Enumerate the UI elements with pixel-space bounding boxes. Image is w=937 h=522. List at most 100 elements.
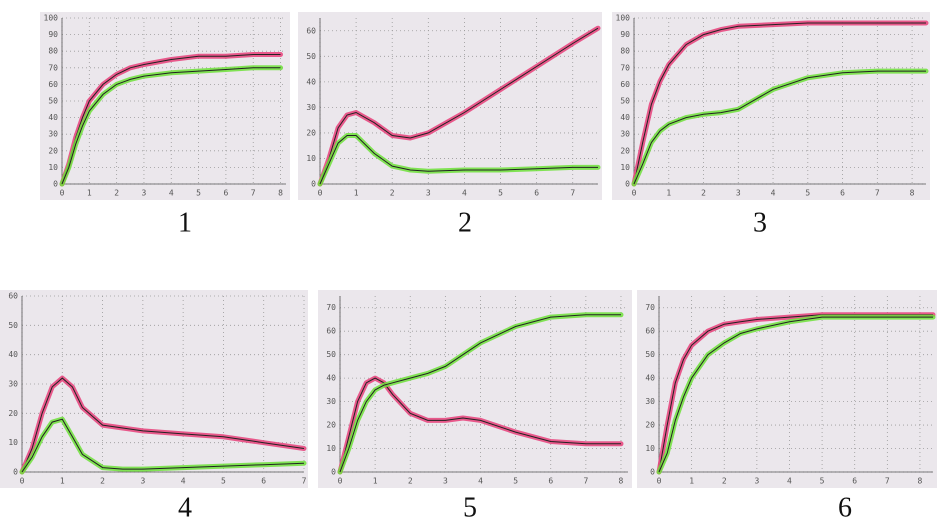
y-tick-label: 20 <box>306 128 316 137</box>
y-tick-label: 40 <box>326 374 336 383</box>
panel: 0 10 20 30 40 50 60 70 80 90 100 0 1 2 3 4 5 6 7 8 1 <box>40 12 290 238</box>
panel-background <box>0 290 308 488</box>
y-tick-label: 10 <box>620 163 630 172</box>
y-tick-label: 90 <box>620 30 630 39</box>
y-tick-label: 50 <box>620 97 630 106</box>
y-tick-label: 80 <box>48 47 58 56</box>
y-tick-label: 40 <box>306 77 316 86</box>
y-tick-label: 100 <box>616 14 631 23</box>
series-trace <box>633 70 926 185</box>
x-tick-label: 1 <box>60 477 65 486</box>
x-tick-label: 7 <box>875 189 880 198</box>
series-trace <box>21 377 305 473</box>
y-tick-label: 30 <box>620 130 630 139</box>
y-tick-label: 0 <box>13 468 18 477</box>
panel: 0 10 20 30 40 50 60 0 1 2 3 4 5 6 7 4 <box>0 290 308 522</box>
x-tick-label: 4 <box>181 477 186 486</box>
y-tick-label: 40 <box>48 113 58 122</box>
x-tick-label: 1 <box>354 189 359 198</box>
panel-caption: 5 <box>463 492 477 522</box>
y-tick-label: 40 <box>645 374 655 383</box>
series-trace <box>319 135 598 185</box>
x-tick-label: 7 <box>583 477 588 486</box>
x-tick-label: 6 <box>534 189 539 198</box>
x-tick-label: 1 <box>666 189 671 198</box>
y-tick-label: 70 <box>620 63 630 72</box>
y-tick-label: 20 <box>48 146 58 155</box>
x-tick-label: 2 <box>390 189 395 198</box>
y-tick-label: 60 <box>645 327 655 336</box>
y-tick-label: 0 <box>650 468 655 477</box>
x-tick-label: 6 <box>223 189 228 198</box>
y-tick-label: 0 <box>331 468 336 477</box>
x-tick-label: 2 <box>722 477 727 486</box>
x-tick-label: 1 <box>87 189 92 198</box>
y-tick-label: 40 <box>8 350 18 359</box>
y-tick-label: 20 <box>8 409 18 418</box>
x-tick-label: 2 <box>701 189 706 198</box>
y-tick-label: 30 <box>8 380 18 389</box>
x-tick-label: 4 <box>169 189 174 198</box>
y-tick-label: 60 <box>48 80 58 89</box>
series-trace <box>339 314 621 473</box>
x-tick-label: 0 <box>318 189 323 198</box>
x-tick-label: 7 <box>570 189 575 198</box>
y-tick-label: 100 <box>44 14 59 23</box>
y-tick-label: 30 <box>645 397 655 406</box>
y-tick-label: 20 <box>620 146 630 155</box>
x-tick-label: 4 <box>478 477 483 486</box>
x-tick-label: 5 <box>513 477 518 486</box>
series-trace <box>21 418 305 473</box>
x-tick-label: 4 <box>462 189 467 198</box>
y-tick-label: 10 <box>8 438 18 447</box>
y-tick-label: 50 <box>326 350 336 359</box>
y-tick-label: 70 <box>48 63 58 72</box>
y-tick-label: 70 <box>645 303 655 312</box>
panel-background <box>612 12 930 200</box>
panel: 0 10 20 30 40 50 60 0 1 2 3 4 5 6 7 2 <box>298 12 602 238</box>
y-tick-label: 60 <box>326 327 336 336</box>
y-tick-label: 20 <box>326 421 336 430</box>
y-tick-label: 0 <box>53 180 58 189</box>
series-trace <box>658 316 933 473</box>
x-tick-label: 2 <box>100 477 105 486</box>
y-tick-label: 10 <box>306 154 316 163</box>
y-tick-label: 10 <box>645 444 655 453</box>
x-tick-label: 5 <box>820 477 825 486</box>
y-tick-label: 20 <box>645 421 655 430</box>
y-tick-label: 0 <box>311 180 316 189</box>
x-tick-label: 4 <box>771 189 776 198</box>
y-tick-label: 0 <box>625 180 630 189</box>
y-tick-label: 60 <box>620 80 630 89</box>
panel-caption: 4 <box>178 492 192 522</box>
x-tick-label: 3 <box>140 477 145 486</box>
y-tick-label: 50 <box>645 350 655 359</box>
panel-background <box>40 12 290 200</box>
y-tick-label: 90 <box>48 30 58 39</box>
x-tick-label: 8 <box>918 477 923 486</box>
y-tick-label: 50 <box>306 52 316 61</box>
y-tick-label: 30 <box>48 130 58 139</box>
x-tick-label: 3 <box>736 189 741 198</box>
x-tick-label: 5 <box>498 189 503 198</box>
x-tick-label: 5 <box>196 189 201 198</box>
x-tick-label: 3 <box>142 189 147 198</box>
x-tick-label: 5 <box>805 189 810 198</box>
x-tick-label: 7 <box>251 189 256 198</box>
x-tick-label: 0 <box>338 477 343 486</box>
series-trace <box>633 22 926 185</box>
x-tick-label: 0 <box>632 189 637 198</box>
y-tick-label: 10 <box>326 444 336 453</box>
y-tick-label: 70 <box>326 303 336 312</box>
y-tick-label: 80 <box>620 47 630 56</box>
y-tick-label: 10 <box>48 163 58 172</box>
x-tick-label: 2 <box>408 477 413 486</box>
y-tick-label: 50 <box>8 321 18 330</box>
x-tick-label: 8 <box>619 477 624 486</box>
x-tick-label: 1 <box>689 477 694 486</box>
x-tick-label: 8 <box>278 189 283 198</box>
panel-caption: 1 <box>178 207 192 238</box>
panel-caption: 3 <box>753 207 767 238</box>
x-tick-label: 3 <box>754 477 759 486</box>
